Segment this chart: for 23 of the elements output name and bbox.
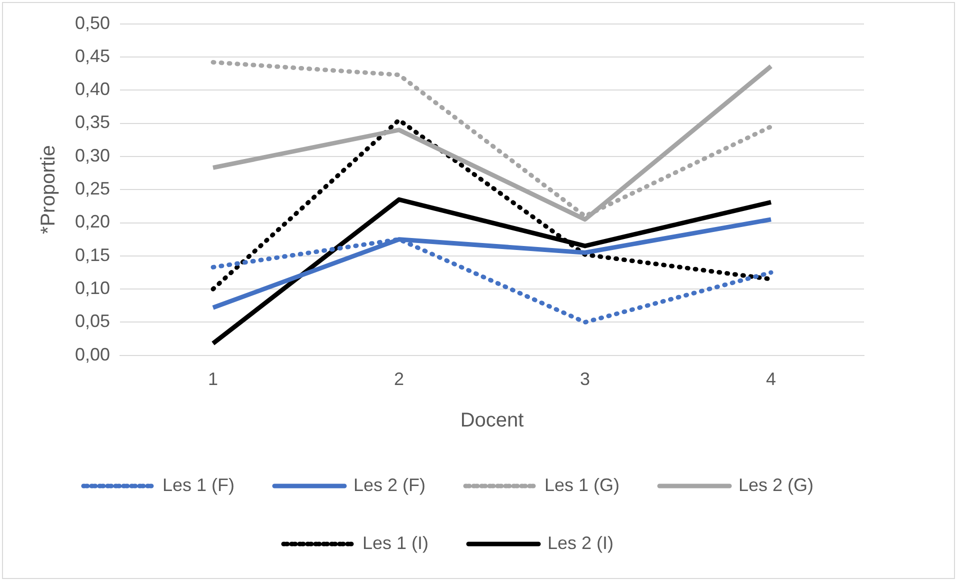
legend-label: Les 2 (F): [353, 474, 426, 495]
y-tick-label: 0,15: [74, 244, 110, 265]
y-tick-label: 0,35: [74, 112, 110, 132]
legend-label: Les 2 (I): [548, 532, 614, 553]
y-tick-label: 0,05: [74, 311, 110, 332]
x-tick-label: 2: [394, 369, 404, 390]
y-tick-label: 0,00: [74, 344, 110, 364]
y-tick-label: 0,40: [74, 79, 110, 100]
y-tick-label: 0,20: [74, 212, 110, 232]
y-tick-label: 0,25: [74, 178, 110, 199]
legend-label: Les 1 (F): [162, 474, 234, 495]
y-tick-label: 0,10: [74, 278, 110, 298]
x-tick-label: 4: [766, 369, 776, 390]
legend-label: Les 2 (G): [738, 474, 814, 495]
x-axis-title: Docent: [460, 410, 524, 432]
y-tick-label: 0,45: [74, 46, 110, 66]
legend-label: Les 1 (G): [544, 474, 620, 495]
y-tick-label: 0,50: [74, 12, 110, 33]
y-tick-label: 0,30: [74, 145, 110, 166]
y-axis-title: *Proportie: [38, 145, 60, 234]
legend-label: Les 1 (I): [362, 532, 429, 553]
x-tick-label: 1: [208, 369, 218, 390]
x-tick-label: 3: [580, 369, 590, 390]
